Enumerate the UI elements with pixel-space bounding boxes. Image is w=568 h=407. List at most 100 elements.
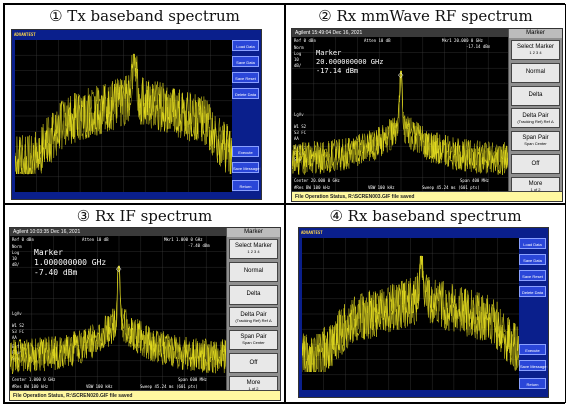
- soft-key-column: Load Data Save Data Save Reset Delete Data E…: [232, 40, 261, 196]
- menu-button-label: More: [246, 380, 261, 387]
- soft-key-button[interactable]: Save Reset: [232, 72, 259, 83]
- menu-button-label: Delta: [528, 92, 543, 99]
- span: Span 600 MHz: [178, 377, 207, 382]
- menu-button[interactable]: Delta Pair (Tracking Ref) Ref Δ: [511, 108, 560, 129]
- menu-button[interactable]: Select Marker 1 2 3 4: [229, 239, 278, 259]
- menu-button-sublabel: 1 of 2: [530, 186, 541, 192]
- soft-key-button[interactable]: Execute: [519, 344, 546, 355]
- panel-rx-if: ③ Rx IF spectrum Agilent 10:03:35 Dec 16…: [4, 204, 285, 403]
- soft-key-button[interactable]: Save Reset: [519, 270, 546, 281]
- left-label: AA: [294, 136, 299, 141]
- marker-diamond-icon: ◇: [116, 265, 122, 273]
- menu-button[interactable]: Delta: [511, 85, 560, 106]
- scale-unit: dB/: [294, 63, 302, 68]
- attenuation: Atten 10 dB: [364, 38, 391, 43]
- menu-button[interactable]: Delta: [229, 284, 278, 305]
- left-label: LgAv: [12, 311, 22, 316]
- soft-key-button[interactable]: Save Message Data: [232, 162, 261, 173]
- scale-unit: dB/: [12, 262, 20, 267]
- menu-button[interactable]: Off: [229, 353, 278, 373]
- spectrum-trace: [15, 40, 232, 192]
- menu-button-label: Span Pair: [522, 135, 549, 142]
- advantest-screen: ADVANTEST Load Data Save Data Save Reset De…: [11, 29, 262, 200]
- trace-line: [302, 255, 519, 373]
- vbw: VBW 100 kHz: [368, 185, 395, 190]
- left-label: E(f):: [12, 344, 25, 349]
- menu-button[interactable]: Span Pair Span Center: [511, 131, 560, 152]
- menu-button[interactable]: Normal: [511, 62, 560, 83]
- marker-readout-top: Mkr1 1.000 0 GHz: [164, 237, 203, 242]
- menu-button-label: Normal: [525, 69, 546, 76]
- trace-line: [292, 70, 510, 175]
- marker-readout-top: Mkr1 20.000 0 GHz: [442, 38, 483, 43]
- left-label: S3 FC: [294, 130, 307, 135]
- menu-button-label: Normal: [243, 268, 264, 275]
- spectrum-plot: Ref 0 dBm Atten 10 dB Mkr1 20.000 0 GHz …: [292, 37, 510, 193]
- menu-button[interactable]: Off: [511, 154, 560, 174]
- left-label: S3 FC: [12, 329, 25, 334]
- panel-caption: ③ Rx IF spectrum: [76, 207, 213, 225]
- soft-key-button[interactable]: Execute: [232, 146, 259, 157]
- marker-readout-top-amp: -17.14 dBm: [466, 44, 491, 49]
- title-bar: Agilent 10:03:35 Dec 16, 2021: [10, 228, 280, 236]
- menu-button[interactable]: Span Pair Span Center: [229, 330, 278, 351]
- menu-button-sublabel: Span Center: [242, 340, 265, 346]
- soft-key-button[interactable]: Save Message Data: [519, 360, 548, 371]
- scale-log: Log: [12, 250, 20, 255]
- marker-label: Marker: [34, 248, 63, 257]
- figure-grid: ① Tx baseband spectrum ADVANTEST Load Da…: [3, 3, 566, 404]
- menu-button-sublabel: Span Center: [524, 141, 547, 147]
- soft-key-button[interactable]: Delete Data: [519, 286, 546, 297]
- scale-norm: Norm: [12, 244, 22, 249]
- marker-amplitude: -7.40 dBm: [34, 268, 78, 277]
- panel-caption: ② Rx mmWave RF spectrum: [318, 7, 533, 25]
- spectrum-plot: [15, 40, 232, 192]
- panel-rx-mmwave: ② Rx mmWave RF spectrum Agilent 15:49:04…: [285, 4, 566, 204]
- menu-button-label: Off: [249, 359, 258, 366]
- menu-button[interactable]: Normal: [229, 261, 278, 282]
- menu-button-label: Span Pair: [240, 334, 267, 341]
- left-label: W1 S2: [294, 124, 307, 129]
- menu-button-sublabel: (Tracking Ref) Ref Δ: [235, 317, 272, 323]
- menu-button-label: Delta Pair: [240, 311, 267, 318]
- menu-button-sublabel: 1 2 3 4: [529, 50, 542, 56]
- menu-button-label: Delta: [246, 291, 261, 298]
- scale-value: 10: [12, 256, 17, 261]
- spectrum-plot: [302, 238, 519, 390]
- center-frequency: Center 1.000 0 GHz: [12, 377, 56, 382]
- menu-button-label: Delta Pair: [522, 112, 549, 119]
- brand-label: ADVANTEST: [14, 32, 36, 37]
- soft-key-button[interactable]: Load Data: [519, 238, 546, 249]
- trace-line: [15, 53, 232, 175]
- agilent-screen: Agilent 15:49:04 Dec 16, 2021 Ref 0 dBm …: [291, 28, 563, 202]
- menu-button-label: Off: [531, 160, 540, 167]
- sweep: Sweep 45.24 ms (601 pts): [422, 185, 480, 190]
- panel-rx-baseband: ④ Rx baseband spectrum ADVANTEST Load Da…: [285, 204, 566, 403]
- soft-key-button[interactable]: Delete Data: [232, 88, 259, 99]
- spectrum-trace: ◇: [10, 236, 228, 392]
- menu-button-label: More: [528, 181, 543, 188]
- sweep: Sweep 45.24 ms (601 pts): [140, 384, 198, 389]
- left-label: LgAv: [294, 112, 304, 117]
- marker-diamond-icon: ◇: [398, 71, 404, 79]
- soft-key-button[interactable]: Load Data: [232, 40, 259, 51]
- left-label: AA: [12, 335, 17, 340]
- menu-button-sublabel: (Tracking Ref) Ref Δ: [517, 118, 554, 124]
- soft-key-button[interactable]: Save Data: [519, 254, 546, 265]
- marker-label: Marker: [316, 49, 342, 57]
- panel-caption: ① Tx baseband spectrum: [49, 7, 240, 25]
- attenuation: Atten 10 dB: [82, 237, 109, 242]
- menu-button[interactable]: Delta Pair (Tracking Ref) Ref Δ: [229, 307, 278, 328]
- status-bar: File Operation Status, R:\SCREN020.GIF f…: [10, 390, 280, 400]
- scale-log: Log: [294, 51, 302, 56]
- ref-level: Ref 0 dBm: [12, 237, 34, 242]
- soft-key-button[interactable]: Save Data: [232, 56, 259, 67]
- center-frequency: Center 20.000 0 GHz: [294, 178, 340, 183]
- soft-key-button[interactable]: Return: [519, 378, 546, 389]
- soft-key-button[interactable]: Return: [232, 180, 259, 191]
- menu-button[interactable]: Select Marker 1 2 3 4: [511, 40, 560, 60]
- spectrum-trace: ◇: [292, 37, 510, 193]
- menu-button-sublabel: 1 of 2: [248, 385, 259, 391]
- instrument-header: ADVANTEST: [299, 228, 548, 237]
- left-label: W1 S2: [12, 323, 25, 328]
